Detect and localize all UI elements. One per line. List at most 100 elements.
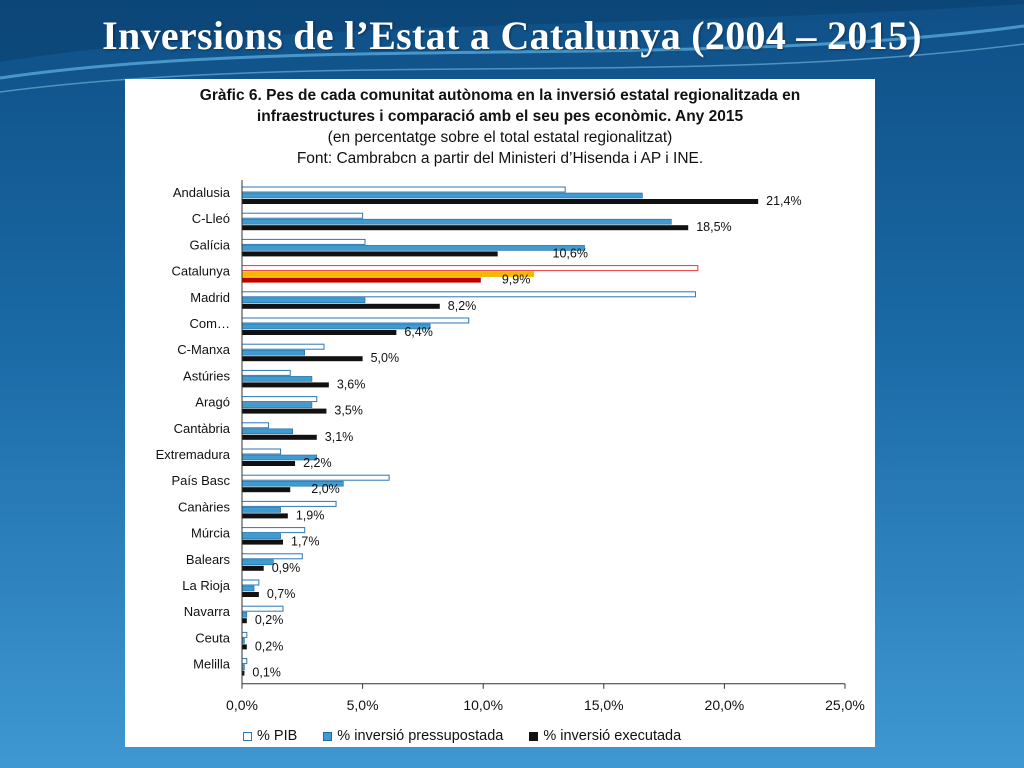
bar-pib-com [241,317,470,324]
bar-pressupostada-com [241,323,431,330]
x-tick-label: 0,0% [226,697,258,713]
bar-executada-asturies [242,382,329,388]
x-tick-label: 10,0% [463,697,503,713]
bar-executada-c-manxa [242,356,363,362]
bar-executada-arago [242,408,327,414]
bar-pressupostada-balears [241,559,274,566]
x-tick-label: 15,0% [584,697,624,713]
bar-executada-catalunya [242,277,481,283]
bar-pib-ceuta [241,631,248,638]
bar-pressupostada-catalunya [241,271,535,277]
category-label-c-manxa: C-Manxa [177,342,231,357]
data-label-executada-catalunya: 9,9% [502,273,531,287]
category-label-balears: Balears [186,552,231,567]
bar-executada-la-rioja [242,592,259,597]
data-label-executada-murcia: 1,7% [291,535,320,549]
bar-pib-arago [241,396,318,403]
data-label-executada-asturies: 3,6% [337,377,366,391]
data-label-executada-andalusia: 21,4% [766,194,801,208]
data-label-executada-melilla: 0,1% [252,666,280,680]
bar-pib-canaries [241,500,337,507]
bar-pib-balears [241,553,303,560]
bar-executada-canaries [242,513,288,519]
bar-pressupostada-c-lleo [241,218,672,225]
legend-swatch-pressupostada [323,731,333,741]
bar-pressupostada-galicia [241,245,585,251]
bar-pib-c-manxa [241,343,325,350]
bar-pib-madrid [241,291,696,298]
bar-pib-c-lleo [241,212,364,219]
data-label-executada-c-lleo: 18,5% [696,220,731,234]
bar-pressupostada-navarra [241,611,248,618]
bar-pib-asturies [241,369,291,376]
category-label-melilla: Melilla [193,657,231,672]
category-label-la-rioja: La Rioja [182,578,230,593]
data-label-executada-balears: 0,9% [272,561,301,575]
bar-pressupostada-la-rioja [241,585,255,592]
chart-title-line-1: Gràfic 6. Pes de cada comunitat autònoma… [199,87,801,104]
bar-executada-madrid [242,303,440,309]
data-label-executada-madrid: 8,2% [448,299,477,313]
chart-legend: % PIB % inversió pressupostada % inversi… [243,726,803,746]
category-label-catalunya: Catalunya [171,264,230,279]
category-label-andalusia: Andalusia [173,185,231,200]
bar-pib-extremadura [241,448,282,455]
category-label-asturies: Astúries [183,368,230,383]
bar-executada-melilla [242,670,245,676]
category-label-c-lleo: C-Lleó [192,211,230,226]
bar-pressupostada-madrid [241,297,366,304]
chart-source-line: Font: Cambrabcn a partir del Ministeri d… [296,150,704,167]
chart-title: Gràfic 6. Pes de cada comunitat autònoma… [125,85,875,169]
chart-subtitle-line-1: (en percentatge sobre el total estatal r… [327,129,673,146]
category-label-ceuta: Ceuta [195,630,230,645]
x-tick-label: 25,0% [825,697,865,713]
bar-pib-pais-basc [241,474,390,481]
data-label-executada-canaries: 1,9% [296,508,325,522]
data-label-executada-pais-basc: 2,0% [311,482,340,496]
bar-pressupostada-c-manxa [241,349,306,356]
data-label-executada-galicia: 10,6% [553,246,588,260]
bar-pressupostada-canaries [241,507,281,513]
x-tick-label: 5,0% [347,697,379,713]
data-label-executada-c-manxa: 5,0% [371,351,400,365]
bar-executada-com [242,330,397,335]
bar-pressupostada-cantabria [241,428,293,435]
bar-pib-murcia [241,527,306,534]
legend-label-executada: % inversió executada [543,728,682,744]
bar-pressupostada-arago [241,402,313,408]
x-tick-label: 20,0% [705,697,745,713]
bar-pib-la-rioja [241,579,260,586]
category-label-pais-basc: País Basc [171,473,230,488]
bar-pib-catalunya [241,265,699,272]
legend-label-pressupostada: % inversió pressupostada [337,728,504,744]
bar-executada-pais-basc [242,487,291,493]
bar-pressupostada-andalusia [241,192,643,199]
bar-executada-andalusia [242,199,759,204]
bar-executada-murcia [242,539,284,545]
legend-label-pib: % PIB [257,728,298,744]
category-label-extremadura: Extremadura [156,447,231,462]
bar-pib-cantabria [241,422,270,429]
category-label-arago: Aragó [195,395,230,410]
category-label-cantabria: Cantàbria [174,421,231,436]
data-label-executada-arago: 3,5% [334,404,363,418]
bar-executada-galicia [242,251,498,257]
bar-executada-navarra [242,618,247,624]
data-label-executada-ceuta: 0,2% [255,639,284,653]
bar-pib-melilla [241,658,248,665]
bar-executada-cantabria [242,434,317,440]
category-label-galicia: Galícia [190,237,231,252]
bar-executada-c-lleo [242,225,689,231]
data-label-executada-com: 6,4% [404,325,433,339]
bar-executada-balears [242,565,264,571]
bar-pib-andalusia [241,186,566,193]
bar-pressupostada-asturies [241,376,313,382]
slide-title: Inversions de l’Estat a Catalunya (2004 … [102,13,922,58]
data-label-executada-extremadura: 2,2% [303,456,332,470]
bar-pib-navarra [241,605,284,612]
category-label-madrid: Madrid [190,290,230,305]
bar-chart: Andalusia 21,4% C-Lleó 18,5% Galícia 10,6% Cat… [156,180,865,713]
chart-panel: Gràfic 6. Pes de cada comunitat autònoma… [125,79,875,747]
bar-executada-ceuta [242,644,247,650]
category-label-navarra: Navarra [184,604,231,619]
